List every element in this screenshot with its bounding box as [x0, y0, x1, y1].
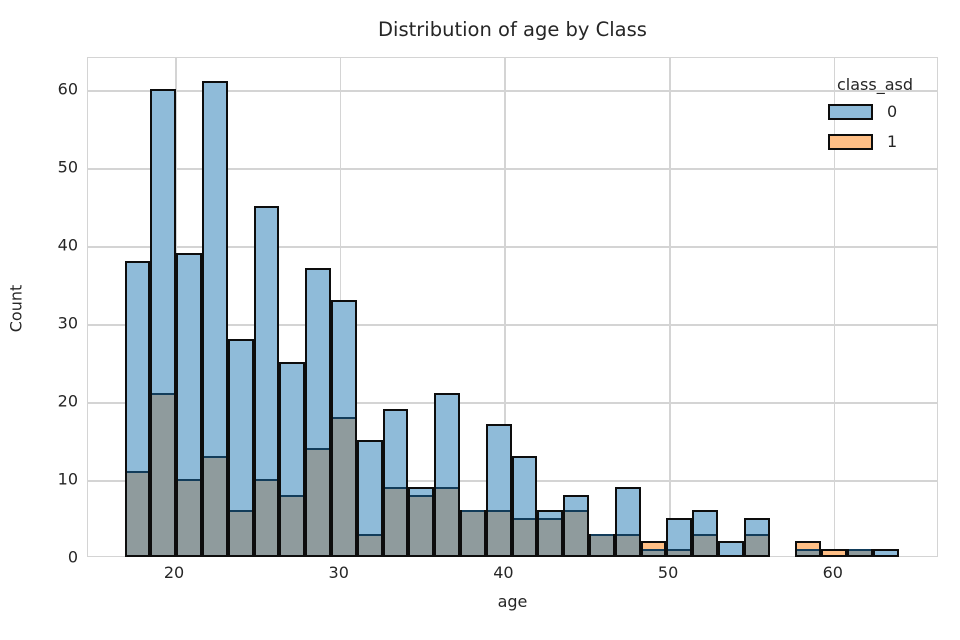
y-tick-label-50: 50 [57, 157, 78, 177]
histogram-bar-overlap-bin-21 [668, 549, 691, 555]
histogram-bar-overlap-bin-3 [203, 455, 226, 555]
x-tick-label-60: 60 [822, 563, 843, 582]
histogram-bar-overlap-bin-18 [591, 533, 613, 555]
histogram-bar-overlap-bin-5 [255, 479, 278, 555]
histogram-bar-bin-9 [356, 440, 383, 557]
histogram-bar-overlap-bin-0 [126, 471, 149, 555]
v-gridline-50 [669, 58, 671, 556]
legend-item-class1: 1 [828, 132, 931, 151]
histogram-bar-bin-28 [847, 549, 873, 557]
class1-swatch-icon [828, 133, 873, 150]
histogram-bar-bin-13 [460, 510, 486, 557]
v-gridline-40 [504, 58, 506, 556]
histogram-bar-overlap-bin-15 [513, 517, 536, 555]
histogram-bar-overlap-bin-4 [229, 510, 252, 555]
histogram-bar-bin-6 [279, 362, 306, 557]
legend-item-class0: 0 [828, 102, 931, 121]
legend-title: class_asd [836, 75, 913, 94]
histogram-bar-overlap-bin-26 [797, 549, 820, 555]
histogram-bar-bin-24 [743, 518, 770, 557]
h-gridline-20 [88, 402, 937, 404]
x-tick-label-30: 30 [328, 563, 349, 582]
x-tick-label-40: 40 [493, 563, 514, 582]
y-tick-label-30: 30 [57, 313, 78, 333]
histogram-bar-overlap-bin-24 [745, 533, 768, 555]
x-axis-label: age [497, 592, 528, 611]
histogram-bar-overlap-bin-16 [539, 517, 562, 555]
class0-swatch-icon [828, 103, 873, 120]
histogram-bar-bin-10 [382, 408, 409, 557]
legend: class_asd 0 1 [819, 75, 931, 163]
histogram-bar-overlap-bin-8 [332, 416, 355, 555]
histogram-bar-bin-1 [150, 89, 177, 557]
y-tick-label-40: 40 [57, 235, 78, 255]
histogram-bar-bin-26 [795, 541, 822, 557]
histogram-bar-bin-2 [176, 252, 202, 557]
h-gridline-30 [88, 324, 937, 326]
y-tick-label-0: 0 [67, 547, 78, 567]
histogram-bar-bin-15 [511, 455, 538, 557]
h-gridline-40 [88, 246, 937, 248]
histogram-bar-bin-14 [485, 424, 512, 557]
histogram-bar-bin-20 [640, 541, 667, 557]
histogram-bar-overlap-bin-14 [487, 510, 510, 555]
histogram-bar-bin-23 [718, 541, 744, 557]
h-gridline-60 [88, 90, 937, 92]
y-axis-label: Count [6, 284, 26, 333]
histogram-bar-bin-17 [563, 494, 589, 557]
histogram-bar-bin-29 [872, 549, 899, 557]
histogram-bar-overlap-bin-20 [642, 549, 665, 555]
histogram-bar-bin-8 [330, 299, 357, 557]
histogram-bar-bin-4 [227, 338, 254, 557]
histogram-bar-overlap-bin-1 [152, 393, 175, 555]
histogram-bar-bin-22 [692, 510, 719, 557]
histogram-bar-bin-7 [305, 268, 332, 557]
histogram-bar-bin-12 [434, 393, 461, 557]
histogram-bar-overlap-bin-11 [410, 494, 433, 555]
histogram-bar-overlap-bin-22 [694, 533, 717, 555]
histogram-bar-bin-5 [253, 206, 280, 557]
histogram-bar-overlap-bin-9 [358, 533, 381, 555]
histogram-bar-overlap-bin-6 [281, 494, 304, 555]
histogram-bar-bin-21 [666, 518, 693, 557]
legend-label-class1: 1 [887, 132, 898, 151]
chart-title: Distribution of age by Class [378, 18, 647, 41]
histogram-bar-bin-11 [408, 486, 435, 557]
y-tick-label-60: 60 [57, 79, 78, 99]
histogram-bar-overlap-bin-13 [462, 510, 484, 555]
histogram-bar-overlap-bin-2 [178, 478, 200, 555]
histogram-bar-bin-19 [614, 486, 641, 557]
histogram-bar-bin-3 [201, 81, 228, 557]
x-tick-label-20: 20 [163, 563, 185, 582]
histogram-bar-overlap-bin-28 [849, 549, 871, 555]
h-gridline-50 [88, 168, 937, 170]
histogram-bar-bin-27 [821, 549, 848, 557]
histogram-bar-bin-16 [537, 510, 564, 557]
histogram-bar-overlap-bin-17 [565, 510, 587, 555]
x-tick-label-50: 50 [657, 563, 679, 582]
histogram-bar-bin-18 [589, 533, 615, 557]
histogram-bar-overlap-bin-10 [384, 486, 407, 555]
histogram-bar-bin-0 [124, 260, 151, 557]
histogram-bar-overlap-bin-12 [436, 486, 459, 555]
y-tick-label-20: 20 [57, 391, 78, 411]
histogram-bar-overlap-bin-19 [616, 533, 639, 555]
v-gridline-60 [833, 58, 836, 556]
y-tick-label-10: 10 [57, 469, 78, 489]
histogram-bar-overlap-bin-7 [307, 447, 330, 555]
legend-label-class0: 0 [887, 102, 898, 121]
